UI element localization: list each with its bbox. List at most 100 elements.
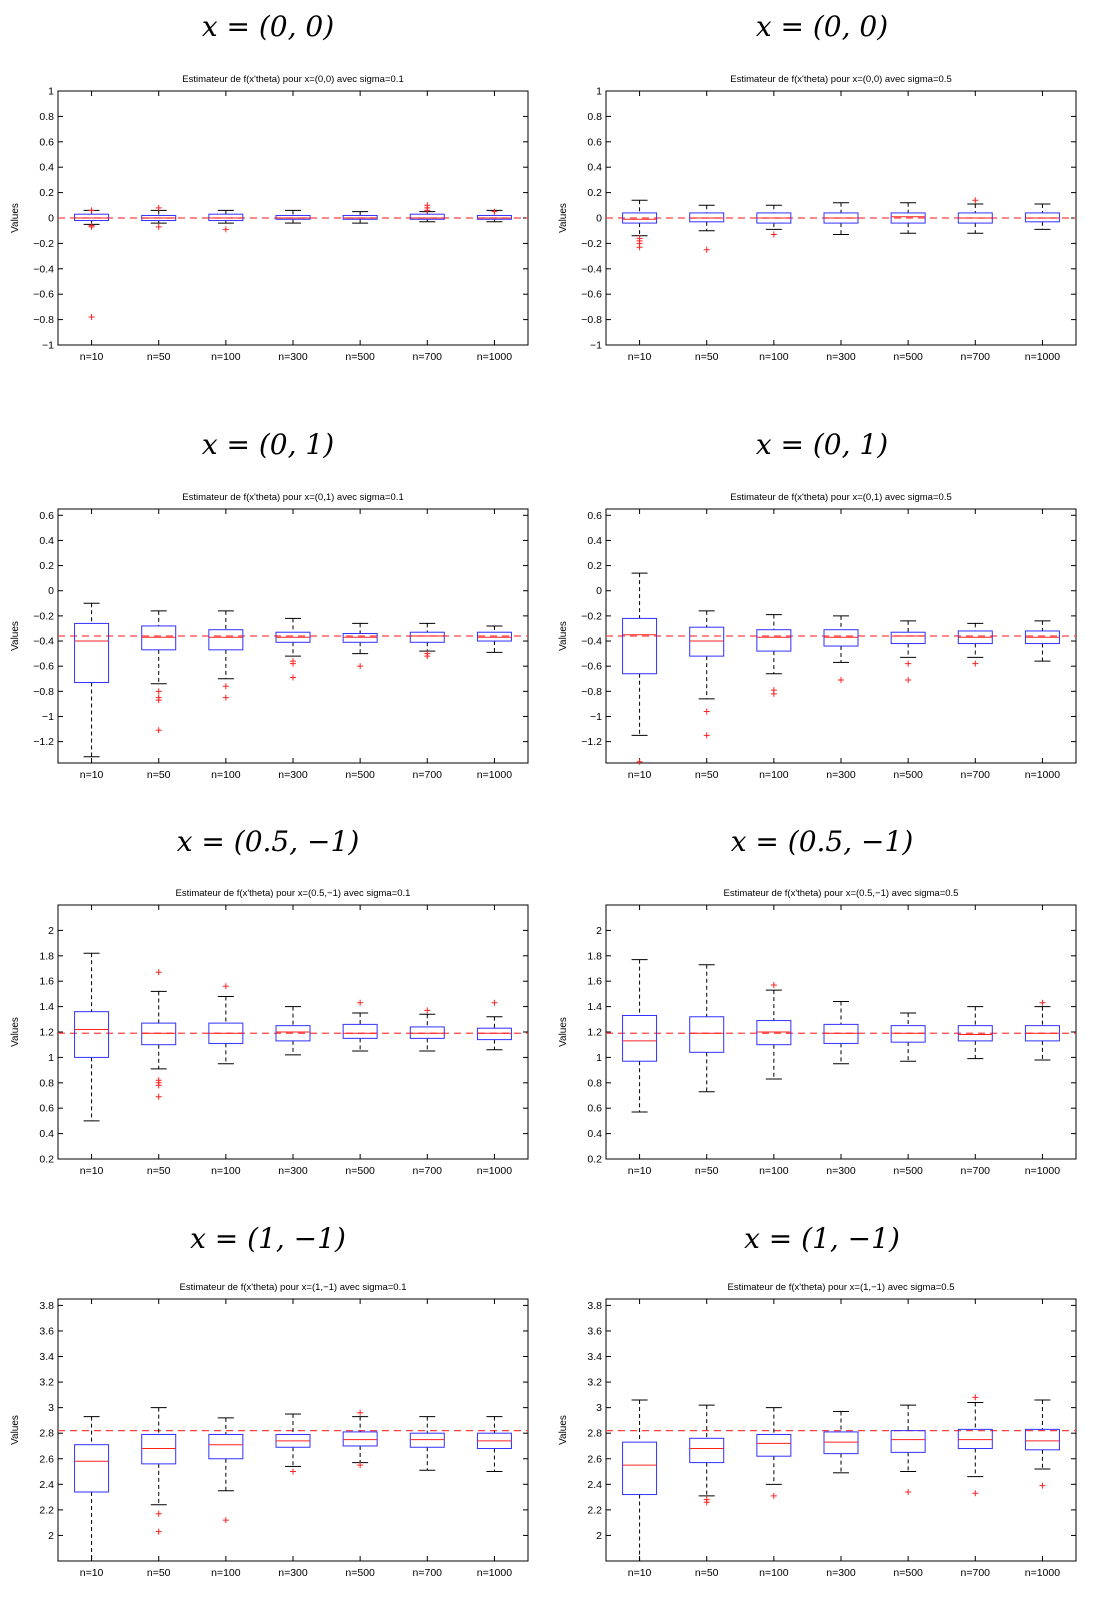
y-tick-label: −0.8 [33,314,54,326]
box-body [342,632,378,643]
y-tick-label: 0.8 [587,1077,602,1089]
x-tick-label: n=700 [413,1165,443,1177]
x-tick-label: n=10 [80,351,104,363]
chart-panel-5: Estimateur de f(x'theta) pour x=(0.5,−1)… [558,888,1077,1177]
outlier-marker [636,758,643,765]
x-tick-label: n=500 [893,351,923,363]
y-axis-label: Values [10,1017,21,1047]
caption-x-0-0-left: x = (0, 0) [201,10,335,43]
box-body [476,214,512,220]
box-5: n=700 [957,91,993,363]
y-tick-label: 1 [48,1052,54,1064]
box-body [622,1014,658,1062]
box-body [409,1026,445,1039]
y-tick-label: −1.2 [33,736,54,748]
outlier-marker [155,1077,162,1084]
outlier-marker [155,688,162,695]
x-tick-label: n=100 [759,1567,789,1579]
y-tick-label: −0.8 [581,314,602,326]
box-5: n=700 [409,905,445,1177]
box-body [74,1444,110,1493]
y-tick-label: 0.6 [587,510,602,522]
box-0: n=10 [74,905,110,1177]
box-2: n=100 [208,91,244,363]
y-tick-label: −1 [590,711,602,723]
box-body [141,625,177,651]
box-6: n=1000 [477,905,512,1177]
box-1: n=50 [689,1299,725,1579]
plot-frame [605,1298,1077,1562]
x-tick-label: n=700 [961,1567,991,1579]
caption-x-0-0-right: x = (0, 0) [755,10,889,43]
box-1: n=50 [689,91,725,363]
box-5: n=700 [409,91,445,363]
chart-panel-6: Estimateur de f(x'theta) pour x=(1,−1) a… [10,1282,529,1579]
outlier-marker [88,223,95,230]
chart-panel-4: Estimateur de f(x'theta) pour x=(0.5,−1)… [10,888,529,1177]
y-tick-label: 0 [596,585,602,597]
x-tick-label: n=1000 [477,769,512,781]
y-tick-label: 0.4 [587,535,602,547]
box-2: n=100 [208,1299,244,1579]
x-tick-label: n=1000 [477,1567,512,1579]
x-tick-label: n=100 [211,1567,241,1579]
caption-x-1-m1-right: x = (1, −1) [744,1222,900,1255]
y-tick-label: −1 [42,711,54,723]
x-tick-label: n=700 [961,769,991,781]
box-5: n=700 [957,509,993,781]
box-3: n=300 [823,509,859,781]
x-tick-label: n=10 [628,1567,652,1579]
y-tick-label: −0.2 [33,238,54,250]
outlier-marker [972,197,979,204]
outlier-marker [770,690,777,697]
y-tick-label: 1.8 [587,950,602,962]
caption-x-1-m1-left: x = (1, −1) [190,1222,346,1255]
outlier-marker [155,697,162,704]
box-body [823,629,859,647]
box-body [890,631,926,645]
box-0: n=10 [622,905,658,1177]
box-3: n=300 [275,1299,311,1579]
x-tick-label: n=50 [147,1165,171,1177]
x-tick-label: n=300 [278,1165,308,1177]
chart-title: Estimateur de f(x'theta) pour x=(1,−1) a… [179,1282,406,1293]
box-5: n=700 [957,1299,993,1579]
chart-title: Estimateur de f(x'theta) pour x=(0.5,−1)… [176,888,411,899]
y-tick-label: 3.8 [39,1300,54,1312]
y-tick-label: 2.2 [39,1504,54,1516]
y-tick-label: −1.2 [581,736,602,748]
x-tick-label: n=500 [893,1165,923,1177]
x-tick-label: n=500 [345,1165,375,1177]
x-tick-label: n=700 [413,351,443,363]
outlier-marker [972,1394,979,1401]
outlier-marker [770,231,777,238]
y-tick-label: −0.8 [33,686,54,698]
y-axis-label: Values [558,621,569,651]
chart-panel-2: Estimateur de f(x'theta) pour x=(0,1) av… [10,492,529,781]
box-body [1024,1428,1060,1451]
x-tick-label: n=100 [211,1165,241,1177]
y-tick-label: 1.4 [39,1001,54,1013]
x-tick-label: n=500 [893,769,923,781]
outlier-marker [155,204,162,211]
box-body [689,212,725,223]
box-body [275,214,311,220]
box-1: n=50 [141,1299,177,1579]
box-4: n=500 [890,905,926,1177]
caption-x-05-m1-left: x = (0.5, −1) [176,825,360,858]
box-3: n=300 [823,91,859,363]
y-tick-label: 0.6 [39,1103,54,1115]
outlier-marker [290,674,296,681]
y-tick-label: 3 [48,1402,54,1414]
box-6: n=1000 [1025,905,1060,1177]
box-5: n=700 [409,509,445,781]
outlier-marker [290,660,296,667]
outlier-marker [491,208,498,215]
box-body [1024,212,1060,223]
y-tick-label: 2.4 [39,1479,54,1491]
x-tick-label: n=1000 [1025,1165,1060,1177]
y-tick-label: 2.8 [587,1428,602,1440]
box-body [689,1437,725,1464]
x-tick-label: n=100 [211,769,241,781]
outlier-marker [905,1488,912,1495]
